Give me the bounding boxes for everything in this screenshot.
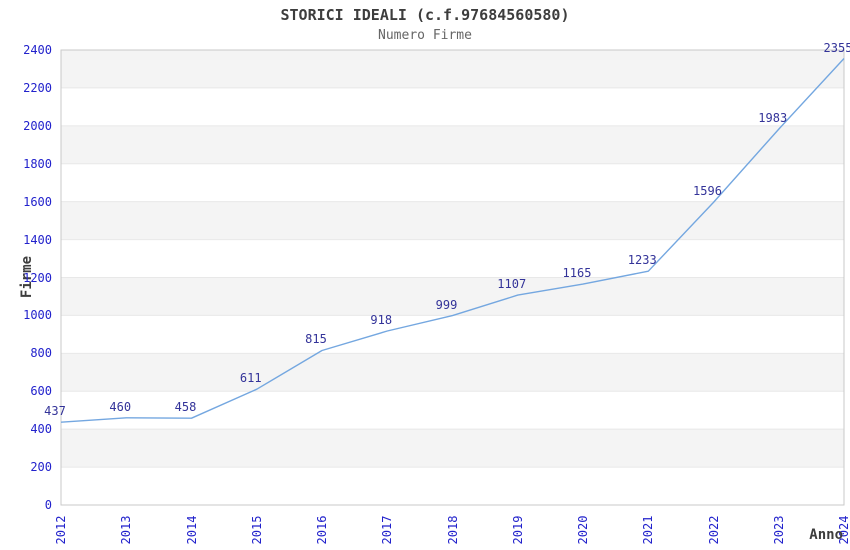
data-point-label: 1596 [693,184,722,199]
y-tick-label: 1600 [23,194,52,209]
x-tick-label: 2013 [119,515,134,545]
data-point-label: 918 [370,312,393,327]
data-point-label: 999 [435,297,458,312]
y-tick-label: 2400 [23,43,52,57]
x-tick-label: 2019 [510,515,525,545]
y-tick-label: 600 [30,384,52,399]
plot-band [61,353,844,392]
x-tick-label: 2012 [54,515,68,545]
data-point-label: 437 [44,404,66,419]
data-point-label: 1983 [758,111,788,126]
y-tick-label: 800 [30,346,52,361]
data-point-label: 1107 [497,277,527,292]
x-tick-label: 2014 [184,515,199,545]
data-point-label: 460 [109,399,132,414]
x-tick-label: 2022 [706,515,721,545]
y-tick-label: 1000 [23,308,52,323]
plot-band [61,50,844,88]
x-tick-label: 2018 [445,515,460,545]
data-point-label: 815 [305,332,327,347]
x-tick-label: 2020 [576,515,590,545]
y-tick-label: 200 [30,460,52,475]
data-point-label: 1165 [562,266,592,281]
y-tick-label: 1400 [23,232,52,247]
y-tick-label: 2000 [23,118,52,133]
data-point-label: 458 [174,400,197,415]
data-point-label: 2355 [823,40,850,55]
x-tick-label: 2021 [641,515,656,545]
x-axis-title: Anno [809,527,843,543]
y-tick-label: 0 [44,498,52,512]
y-tick-label: 1200 [23,270,52,285]
data-point-label: 611 [239,371,262,386]
y-tick-label: 2200 [23,80,52,95]
plot-band [61,201,844,240]
plot-border [60,49,845,506]
y-tick-label: 400 [30,422,52,437]
x-tick-label: 2016 [315,515,329,545]
x-tick-label: 2017 [380,515,395,545]
x-tick-label: 2015 [249,515,264,545]
plot-band [61,277,844,316]
data-point-label: 1233 [627,253,657,268]
plot-band [61,429,844,468]
plot-band [61,125,844,164]
y-tick-label: 1800 [23,156,52,171]
chart-title: STORICI IDEALI (c.f.97684560580) [280,6,570,24]
series-line [60,58,845,423]
chart-subtitle: Numero Firme [378,28,472,43]
